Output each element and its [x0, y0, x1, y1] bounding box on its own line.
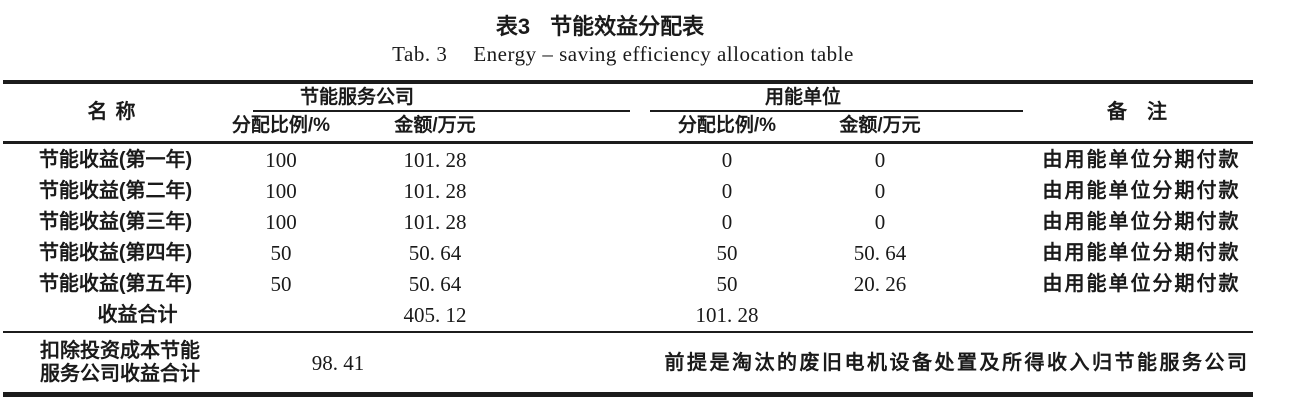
user-amount-value: 50. 64 [853, 241, 907, 266]
remark-value: 由用能单位分期付款 [1042, 211, 1241, 233]
table-number-en: Tab. 3 [392, 42, 448, 66]
header-bottom-rule [3, 141, 1253, 144]
esco-amount-value: 50. 64 [408, 241, 462, 266]
user-ratio-value: 0 [721, 210, 733, 235]
row-name: 节能收益(第二年) [38, 180, 193, 202]
esco-ratio-value: 100 [265, 179, 297, 204]
user-ratio-value: 0 [721, 179, 733, 204]
esco-amount-value: 101. 28 [403, 148, 467, 173]
row-name: 节能收益(第五年) [38, 273, 193, 295]
esco-amount-value: 101. 28 [403, 179, 467, 204]
remark-value: 由用能单位分期付款 [1042, 180, 1241, 202]
total-esco-amount: 405. 12 [403, 303, 467, 328]
remark-value: 由用能单位分期付款 [1042, 149, 1241, 171]
remark-value: 由用能单位分期付款 [1042, 273, 1241, 295]
header-user-group: 用能单位 [764, 86, 841, 108]
table-title-zh: 表3 节能效益分配表 [0, 9, 1200, 41]
net-row-name: 扣除投资成本节能 服务公司收益合计 [40, 334, 260, 392]
user-amount-value: 0 [874, 210, 886, 235]
header-user-ratio: 分配比例/% [677, 115, 777, 137]
net-row-note: 前提是淘汰的废旧电机设备处置及所得收入归节能服务公司 [664, 351, 1250, 374]
net-row-name-line1: 扣除投资成本节能 [40, 340, 200, 362]
esco-group-underline [253, 110, 630, 112]
header-name: 名称 [87, 100, 144, 123]
user-ratio-value: 0 [721, 148, 733, 173]
header-esco-ratio: 分配比例/% [231, 115, 331, 137]
user-group-underline [650, 110, 1023, 112]
esco-amount-value: 50. 64 [408, 272, 462, 297]
table-number-zh: 表3 [495, 14, 531, 39]
header-remark: 备 注 [1107, 100, 1167, 123]
esco-ratio-value: 50 [270, 272, 292, 297]
total-row-name: 收益合计 [97, 304, 178, 326]
remark-value: 由用能单位分期付款 [1042, 242, 1241, 264]
user-ratio-value: 50 [716, 241, 738, 266]
total-divider-rule [3, 331, 1253, 333]
table-title-text-en: Energy – saving efficiency allocation ta… [473, 42, 854, 66]
row-name: 节能收益(第三年) [38, 211, 193, 233]
esco-amount-value: 101. 28 [403, 210, 467, 235]
esco-ratio-value: 100 [265, 210, 297, 235]
user-amount-value: 0 [874, 179, 886, 204]
user-amount-value: 20. 26 [853, 272, 907, 297]
header-esco-group: 节能服务公司 [299, 86, 414, 108]
user-amount-value: 0 [874, 148, 886, 173]
table-title-en: Tab. 3 Energy – saving efficiency allocat… [0, 42, 1246, 67]
net-row-name-line2: 服务公司收益合计 [40, 363, 200, 385]
user-ratio-value: 50 [716, 272, 738, 297]
row-name: 节能收益(第四年) [38, 242, 193, 264]
total-user-ratio: 101. 28 [695, 303, 759, 328]
net-row-value: 98. 41 [311, 350, 365, 375]
table-top-rule [3, 80, 1253, 84]
esco-ratio-value: 100 [265, 148, 297, 173]
header-esco-amount: 金额/万元 [394, 115, 476, 137]
esco-ratio-value: 50 [270, 241, 292, 266]
row-name: 节能收益(第一年) [38, 149, 193, 171]
table-title-text-zh: 节能效益分配表 [550, 14, 705, 39]
header-user-amount: 金额/万元 [839, 115, 921, 137]
table-bottom-rule [3, 392, 1253, 397]
